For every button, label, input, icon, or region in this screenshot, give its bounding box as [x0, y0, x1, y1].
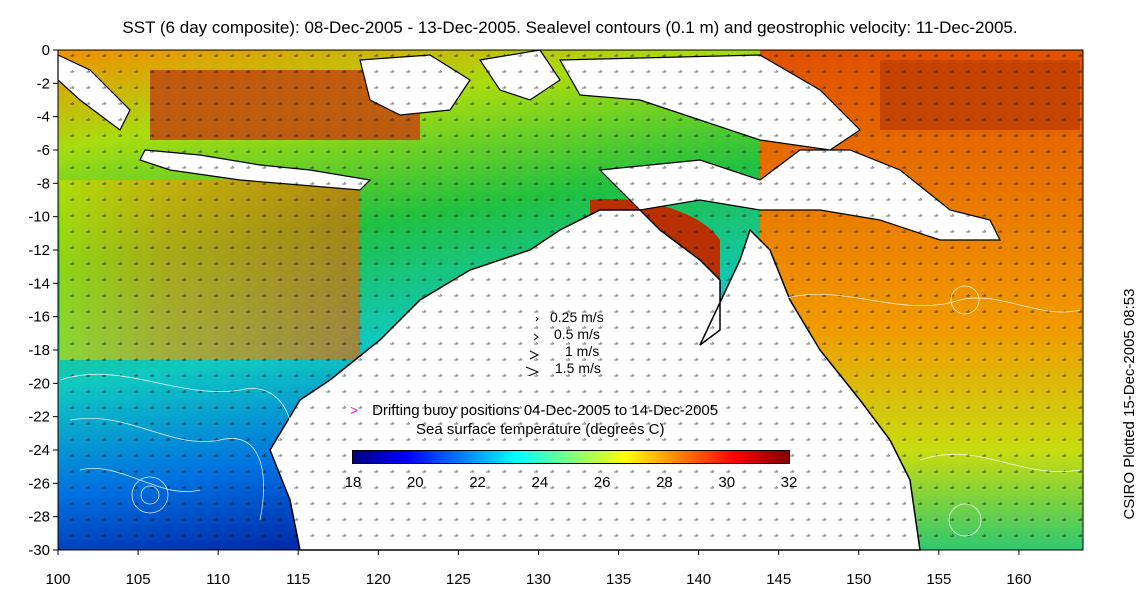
y-tick-label: -26: [28, 475, 50, 492]
velocity-label-0.25: 0.25 m/s: [550, 309, 604, 325]
x-tick-label: 120: [366, 571, 391, 588]
x-tick-label: 135: [606, 571, 631, 588]
buoy-legend-text: Drifting buoy positions 04-Dec-2005 to 1…: [372, 402, 719, 419]
y-tick-label: -18: [28, 342, 50, 359]
colorbar-tick-label: 30: [718, 474, 736, 491]
colorbar-tick-label: 26: [593, 474, 611, 491]
x-tick-label: 150: [846, 571, 871, 588]
sealevel-contours: [59, 285, 1081, 537]
arrow-0.5: [533, 333, 539, 341]
colorbar-tick-label: 32: [780, 474, 798, 491]
y-axis: 0 -2 -4 -6 -8 -10 -12 -14 -16 -18 -20 -22 -24 -26 -28 -…: [28, 42, 58, 559]
plot-frame: [57, 49, 1084, 551]
velocity-vectors: [58, 50, 1083, 550]
x-tick-label: 100: [45, 571, 70, 588]
map-title: SST (6 day composite): 08-Dec-2005 - 13-…: [122, 18, 1018, 37]
y-tick-label: -22: [28, 409, 50, 426]
y-tick-label: -16: [28, 309, 50, 326]
buoy-marker-icon: >: [350, 402, 359, 418]
velocity-label-0.5: 0.5 m/s: [554, 326, 600, 342]
colorbar-tick-label: 22: [469, 474, 486, 491]
y-tick-label: -30: [28, 542, 50, 559]
x-tick-label: 105: [126, 571, 151, 588]
x-tick-label: 155: [926, 571, 951, 588]
x-tick-label: 145: [766, 571, 791, 588]
velocity-key-arrows: [525, 316, 540, 376]
x-axis: 100 105 110 115 120 125 130 135 140 145 150 155 160: [45, 550, 1031, 588]
colorbar-title: Sea surface temperature (degrees C): [416, 421, 665, 438]
colorbar-tick-label: 18: [344, 474, 362, 491]
credit-label: CSIRO Plotted 15-Dec-2005 08:53: [1121, 288, 1138, 520]
x-tick-label: 140: [686, 571, 711, 588]
x-tick-label: 125: [446, 571, 471, 588]
y-tick-label: -20: [28, 375, 50, 392]
y-tick-label: -10: [28, 209, 50, 226]
sst-colorbar: [352, 450, 790, 464]
x-tick-label: 115: [286, 571, 310, 588]
y-tick-label: 0: [42, 42, 50, 59]
colorbar-tick-label: 28: [656, 474, 673, 491]
x-tick-label: 160: [1006, 571, 1031, 588]
y-tick-label: -28: [28, 509, 50, 526]
colorbar-tick-label: 20: [406, 474, 424, 491]
colorbar-tick-label: 24: [531, 474, 549, 491]
velocity-label-1: 1 m/s: [565, 343, 600, 359]
y-tick-label: -6: [37, 142, 50, 159]
y-tick-label: -24: [28, 442, 50, 459]
velocity-label-1.5: 1.5 m/s: [555, 360, 601, 376]
y-tick-label: -14: [28, 275, 50, 292]
arrow-1.5: [525, 366, 540, 376]
y-tick-label: -8: [37, 175, 50, 192]
arrow-0.25: [535, 316, 539, 322]
buoy-legend: > Drifting buoy positions 04-Dec-2005 to…: [350, 402, 718, 419]
y-tick-label: -4: [37, 109, 50, 126]
y-tick-label: -12: [28, 242, 50, 259]
arrow-1: [529, 350, 540, 360]
y-tick-label: -2: [37, 75, 50, 92]
x-tick-label: 130: [526, 571, 551, 588]
x-tick-label: 110: [206, 571, 230, 588]
